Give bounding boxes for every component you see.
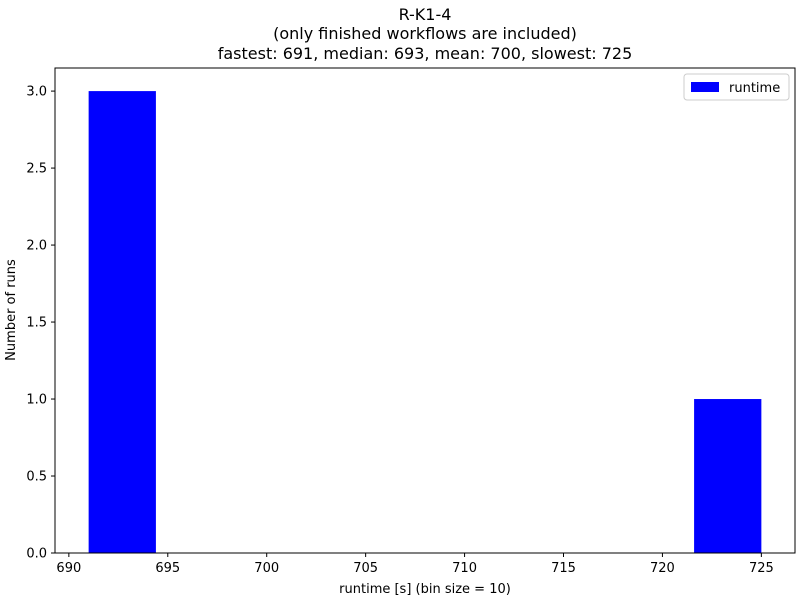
y-tick-label: 1.5 xyxy=(26,316,47,331)
histogram-bar xyxy=(694,399,762,553)
x-axis-ticks: 690 695 700 705 710 715 720 725 xyxy=(56,553,774,576)
x-tick-label: 700 xyxy=(254,561,279,576)
histogram-bar xyxy=(88,91,156,553)
plot-frame xyxy=(54,67,796,554)
y-tick-label: 2.0 xyxy=(26,239,47,254)
x-tick-label: 705 xyxy=(353,561,378,576)
chart-title: R-K1-4 (only finished workflows are incl… xyxy=(218,5,633,63)
legend-label: runtime xyxy=(729,81,780,96)
title-line-1: R-K1-4 xyxy=(399,5,452,24)
legend-swatch xyxy=(691,82,719,92)
x-tick-label: 720 xyxy=(650,561,675,576)
x-tick-label: 725 xyxy=(749,561,774,576)
x-axis-label: runtime [s] (bin size = 10) xyxy=(339,582,511,597)
x-tick-label: 690 xyxy=(56,561,81,576)
bars-group xyxy=(88,91,762,553)
title-line-2: (only finished workflows are included) xyxy=(273,24,577,43)
x-tick-label: 695 xyxy=(155,561,180,576)
y-axis-label: Number of runs xyxy=(4,259,19,361)
y-tick-label: 0.0 xyxy=(26,547,47,562)
y-tick-label: 0.5 xyxy=(26,470,47,485)
y-tick-label: 2.5 xyxy=(26,162,47,177)
x-tick-label: 715 xyxy=(551,561,576,576)
y-tick-label: 3.0 xyxy=(26,85,47,100)
legend: runtime xyxy=(683,73,790,101)
y-axis-ticks: 0.0 0.5 1.0 1.5 2.0 2.5 3.0 xyxy=(26,85,55,562)
x-tick-label: 710 xyxy=(452,561,477,576)
y-tick-label: 1.0 xyxy=(26,393,47,408)
title-line-3: fastest: 691, median: 693, mean: 700, sl… xyxy=(218,44,633,63)
legend-box xyxy=(683,73,790,101)
